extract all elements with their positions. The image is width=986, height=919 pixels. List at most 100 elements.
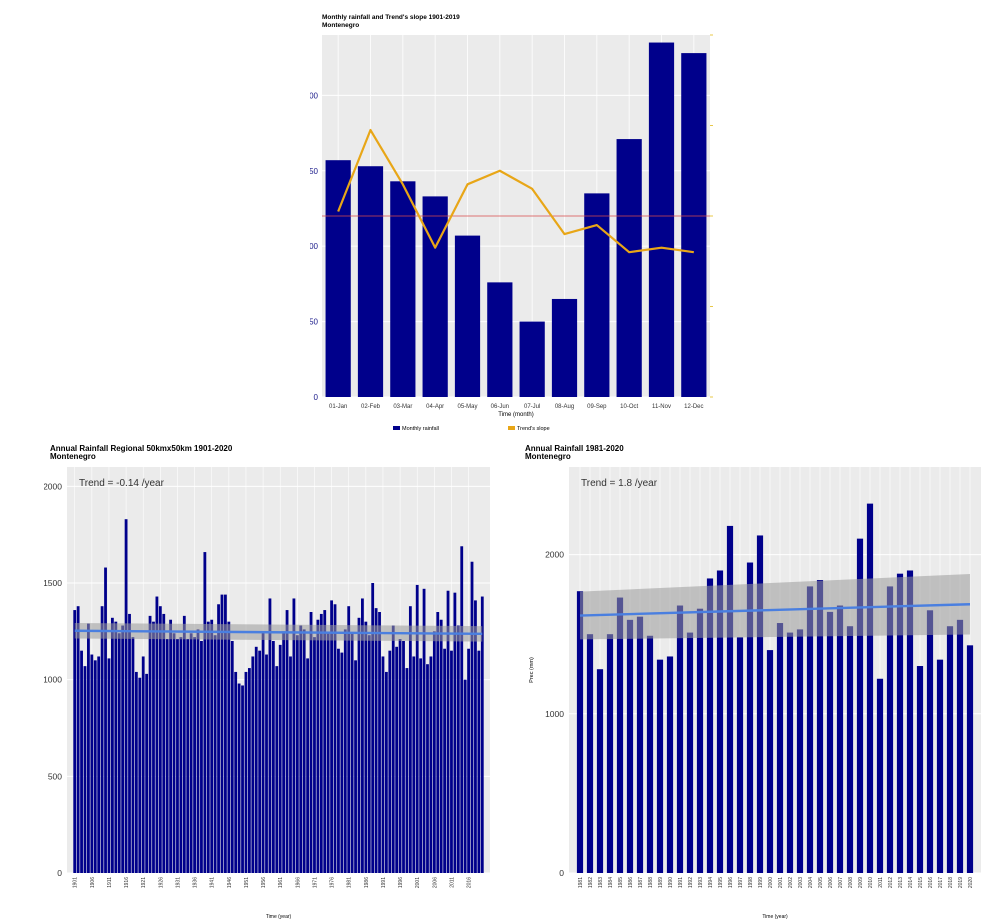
bar <box>866 503 874 873</box>
bar <box>361 598 364 873</box>
x-tick-label: 2007 <box>838 877 844 888</box>
bar <box>408 606 412 873</box>
bar <box>302 629 306 873</box>
bar <box>100 606 104 873</box>
x-tick-label: 1999 <box>758 877 764 888</box>
bar <box>271 641 275 873</box>
y-tick-label: 100 <box>310 242 319 251</box>
legend-swatch <box>393 426 400 430</box>
x-tick-label: 2010 <box>868 877 874 888</box>
x-tick-label: 2006 <box>828 877 834 888</box>
bar <box>247 668 251 873</box>
bar <box>876 678 884 873</box>
x-tick-label: 06-Jun <box>491 404 509 410</box>
bar <box>429 656 433 873</box>
x-tick-label: 1976 <box>330 877 336 888</box>
bar <box>93 660 97 873</box>
bar <box>189 633 193 873</box>
bar <box>681 53 707 397</box>
x-tick-label: 2015 <box>918 877 924 888</box>
x-tick-label: 1961 <box>278 877 284 888</box>
bar <box>203 552 207 873</box>
y-tick-label: 50 <box>310 318 319 327</box>
bar <box>519 321 545 397</box>
bar <box>206 621 210 873</box>
bar <box>480 596 484 873</box>
bar <box>104 567 107 873</box>
bar <box>155 596 159 873</box>
x-tick-label: 1992 <box>688 877 694 888</box>
bar <box>138 677 142 873</box>
y-tick-label: 1500 <box>44 578 62 588</box>
trend-slope-line <box>337 128 694 254</box>
x-tick-label: 1966 <box>295 877 301 888</box>
y-tick-label: 1000 <box>545 709 564 719</box>
bar <box>436 612 440 873</box>
x-tick-label: 1971 <box>312 877 318 888</box>
bar <box>584 193 610 397</box>
bar <box>886 586 894 873</box>
bar <box>340 652 344 873</box>
bar <box>220 594 224 873</box>
bar <box>367 635 371 873</box>
regional-annual-rainfall-chart: Annual Rainfall Regional 50kmx50km 1901-… <box>44 444 490 919</box>
x-tick-label: 2008 <box>848 877 854 888</box>
bar <box>278 644 282 873</box>
x-tick-label: 1997 <box>738 877 744 888</box>
bar <box>227 621 231 873</box>
bar <box>460 546 464 873</box>
bar <box>258 650 262 873</box>
y-tick-label: 0 <box>314 393 319 402</box>
x-tick-label: 03-Mar <box>393 404 412 410</box>
x-tick-label: 10-Oct <box>620 404 638 410</box>
x-tick-label: 2012 <box>888 877 894 888</box>
bar <box>676 605 684 873</box>
x-tick-label: 2006 <box>432 877 438 888</box>
bar <box>374 608 378 873</box>
x-tick-label: 1926 <box>158 877 164 888</box>
y-axis-label: Prec (mm) <box>529 657 535 683</box>
x-axis-label: Time (year) <box>266 914 292 919</box>
x-tick-label: 1996 <box>398 877 404 888</box>
x-tick-label: 09-Sep <box>587 404 607 410</box>
bar <box>916 666 924 873</box>
bar <box>956 619 964 873</box>
bar <box>656 659 664 873</box>
chart-title: Annual Rainfall Regional 50kmx50km 1901-… <box>50 444 233 453</box>
x-tick-label: 2011 <box>449 877 455 888</box>
x-tick-label: 02-Feb <box>361 404 381 410</box>
bar <box>726 525 734 873</box>
x-tick-label: 1994 <box>708 877 714 888</box>
bar <box>756 535 764 873</box>
bar <box>666 656 674 873</box>
trend-confidence-band <box>580 573 970 640</box>
bar <box>439 619 443 873</box>
bar <box>158 606 162 873</box>
legend-label: Monthly rainfall <box>402 426 439 432</box>
monthly-rainfall-chart: Monthly rainfall and Trend's slope 1901-… <box>310 14 713 432</box>
bar <box>395 646 399 873</box>
x-tick-label: 1911 <box>107 877 113 888</box>
bar <box>87 623 90 873</box>
bar <box>446 590 450 873</box>
bar <box>343 629 347 873</box>
x-tick-label: 1982 <box>588 877 594 888</box>
bar <box>646 635 654 873</box>
bar <box>169 619 173 873</box>
x-tick-label: 1984 <box>608 877 614 888</box>
bar <box>474 600 477 873</box>
x-tick-label: 1995 <box>718 877 724 888</box>
x-tick-label: 1901 <box>73 877 79 888</box>
bar <box>309 612 313 873</box>
bar <box>926 610 934 873</box>
bar <box>966 645 974 873</box>
x-tick-label: 1991 <box>678 877 684 888</box>
bar <box>463 679 467 873</box>
y-tick-label: 200 <box>310 91 319 100</box>
bar <box>371 583 375 873</box>
bar <box>162 613 166 873</box>
x-tick-label: 2001 <box>415 877 421 888</box>
bar <box>470 561 474 873</box>
bar <box>316 619 320 873</box>
bar <box>354 660 357 873</box>
